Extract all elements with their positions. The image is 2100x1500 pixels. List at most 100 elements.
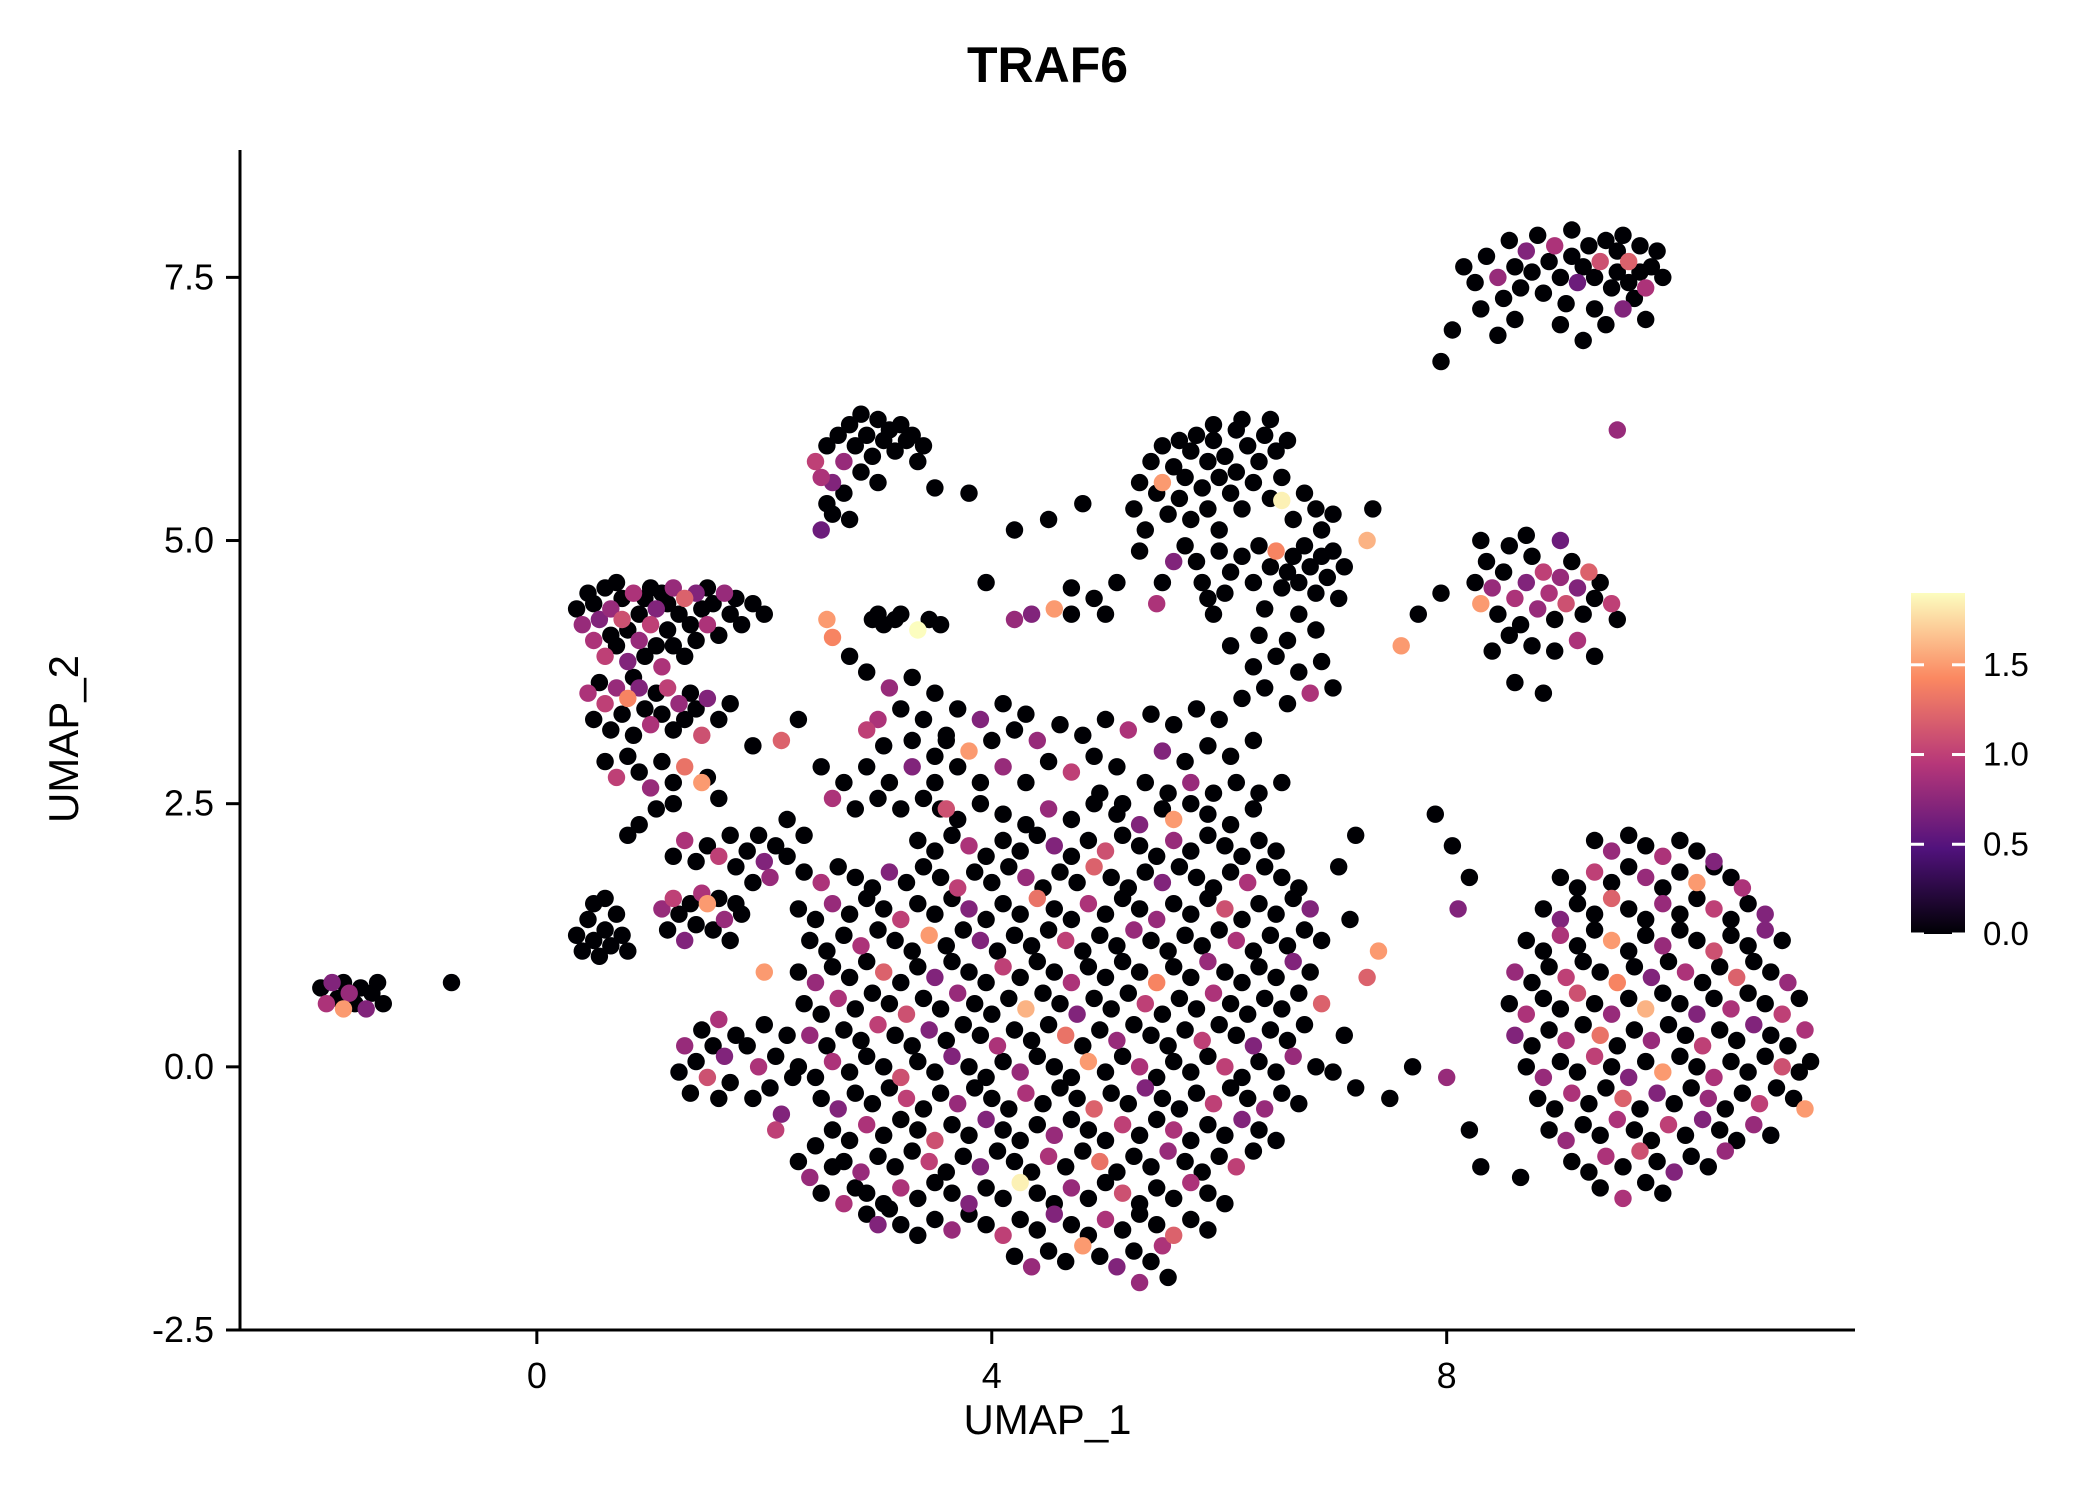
data-point (818, 1037, 836, 1055)
data-point (1221, 484, 1240, 502)
data-point (1125, 500, 1143, 518)
data-point (1057, 1158, 1075, 1176)
data-point (892, 700, 910, 718)
data-point (1585, 921, 1604, 939)
data-point (1557, 1131, 1575, 1150)
data-point (1028, 952, 1047, 971)
data-point (789, 710, 808, 729)
data-point (1654, 895, 1672, 913)
data-point (1005, 1021, 1024, 1039)
data-point (1472, 1158, 1490, 1176)
data-point (1130, 1205, 1149, 1223)
data-point (1165, 831, 1183, 850)
data-point (897, 873, 916, 892)
data-point (567, 600, 586, 618)
data-point (1728, 1131, 1746, 1150)
data-point (846, 437, 864, 455)
data-point (931, 868, 950, 887)
data-point (613, 926, 631, 944)
data-point (1716, 1100, 1735, 1118)
data-point (749, 826, 768, 844)
data-point (647, 800, 665, 818)
data-point (1494, 563, 1513, 581)
data-point (806, 973, 825, 992)
data-point (1591, 1126, 1609, 1145)
data-point (1779, 973, 1797, 992)
data-point (1079, 1121, 1098, 1139)
data-point (1466, 273, 1484, 292)
data-point (1472, 300, 1490, 318)
data-point (357, 1000, 375, 1018)
data-point (1540, 584, 1558, 602)
data-point (1756, 921, 1774, 939)
data-point (886, 931, 904, 950)
data-point (1239, 437, 1257, 455)
data-point (619, 942, 637, 960)
data-point (926, 1131, 944, 1150)
data-point (1267, 1131, 1285, 1150)
data-point (1148, 1068, 1166, 1087)
data-point (1330, 589, 1348, 608)
data-point (1568, 579, 1587, 597)
data-point (1074, 1037, 1092, 1055)
data-point (1500, 537, 1519, 555)
data-point (983, 1089, 1001, 1108)
data-point (1017, 705, 1035, 723)
data-point (738, 842, 756, 860)
data-point (960, 1195, 978, 1213)
data-point (676, 758, 694, 776)
data-point (1659, 1015, 1678, 1034)
data-point (1318, 568, 1337, 587)
data-point (1102, 868, 1120, 887)
data-point (1221, 816, 1240, 834)
data-point (704, 921, 722, 939)
data-point (1256, 858, 1274, 876)
data-point (664, 637, 682, 655)
data-point (931, 1000, 950, 1018)
data-point (1790, 1063, 1809, 1081)
data-point (1028, 731, 1047, 750)
data-point (1620, 900, 1638, 918)
data-point (1057, 1026, 1075, 1045)
data-point (840, 968, 859, 987)
data-point (1597, 316, 1615, 334)
data-point (1614, 1089, 1632, 1108)
data-point (1233, 973, 1251, 992)
data-point (949, 1095, 967, 1113)
data-point (744, 873, 762, 892)
data-point (1250, 958, 1268, 976)
data-point (1620, 989, 1638, 1008)
data-point (1625, 958, 1644, 976)
data-point (1108, 1031, 1126, 1050)
data-point (1568, 273, 1587, 292)
data-point (977, 1068, 995, 1087)
data-point (789, 1152, 808, 1171)
data-point (1676, 1126, 1695, 1145)
data-point (1654, 1063, 1672, 1081)
data-point (1585, 995, 1604, 1013)
data-point (1153, 742, 1172, 760)
data-point (1529, 226, 1547, 244)
data-point (1591, 573, 1609, 592)
data-point (1000, 1100, 1018, 1118)
data-point (852, 1031, 870, 1050)
data-point (579, 684, 597, 702)
data-point (1517, 242, 1536, 260)
data-point (1767, 1079, 1786, 1097)
data-point (909, 1226, 927, 1245)
data-point (1295, 484, 1314, 502)
data-point (1620, 942, 1638, 960)
data-point (875, 737, 893, 755)
data-point (914, 710, 933, 729)
data-point (909, 1052, 927, 1071)
data-point (1022, 1031, 1041, 1050)
data-point (1130, 473, 1149, 492)
data-point (755, 605, 773, 623)
data-point (801, 1168, 819, 1187)
data-point (1028, 889, 1047, 908)
data-point (1654, 847, 1672, 865)
data-point (858, 1047, 876, 1066)
data-point (1210, 1147, 1228, 1166)
data-point (630, 763, 648, 781)
data-point (1358, 531, 1376, 550)
